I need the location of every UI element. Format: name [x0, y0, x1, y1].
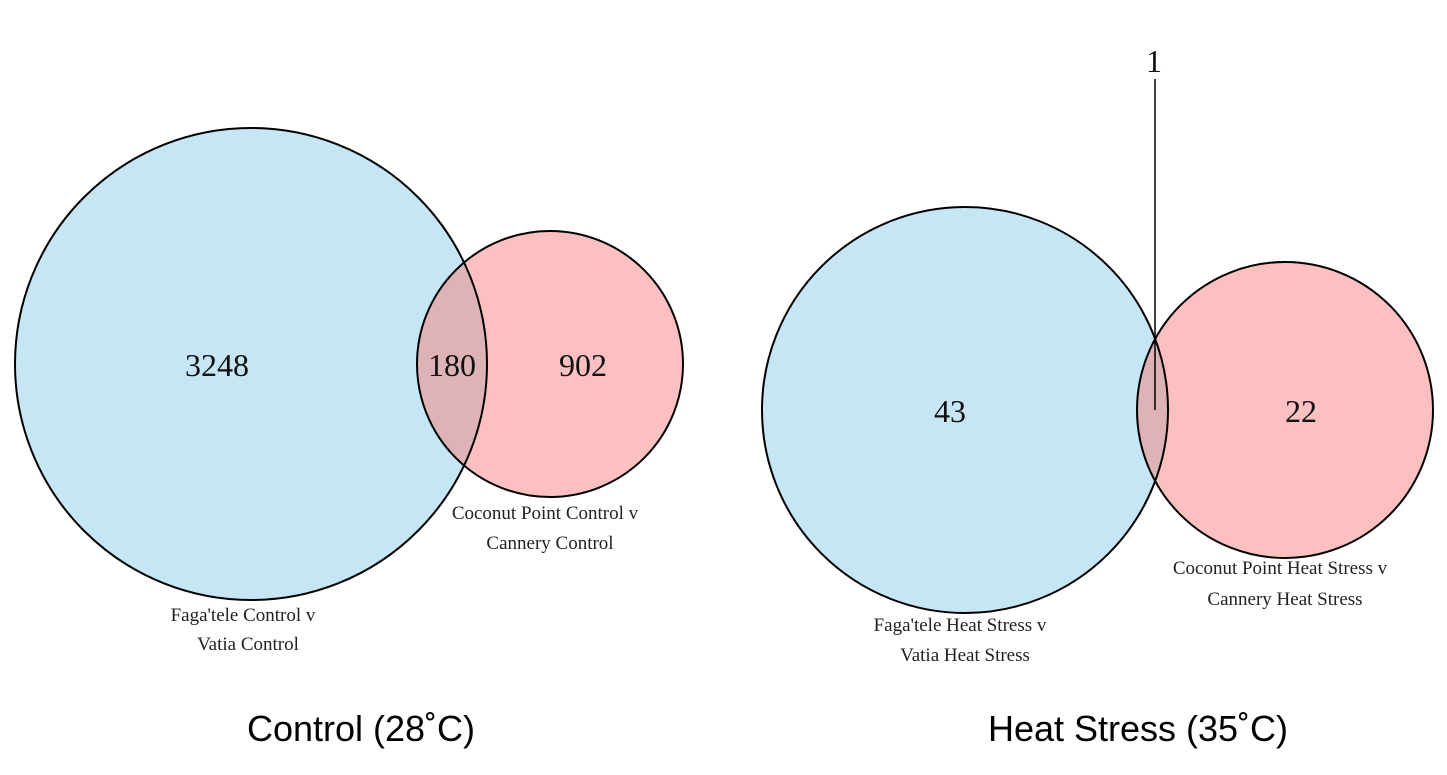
set-a-outline: [14, 127, 488, 601]
set-b-circle: [417, 231, 683, 497]
set-b-label-line1: Coconut Point Control v: [452, 503, 639, 524]
venn-heat-stress: 1 43 22 Coconut Point Heat Stress v Cann…: [761, 43, 1434, 749]
set-b-circle: [1137, 262, 1433, 558]
set-a-only-count: 3248: [185, 347, 249, 383]
set-a-circle: [762, 207, 1168, 613]
intersection-count: 1: [1146, 43, 1162, 79]
caption: Control (28˚C): [247, 708, 475, 749]
set-b-label-line1: Coconut Point Heat Stress v: [1173, 558, 1388, 579]
set-b-outline: [1136, 261, 1434, 559]
set-a-only-count: 43: [934, 393, 966, 429]
caption: Heat Stress (35˚C): [988, 708, 1288, 749]
set-a-circle: [15, 128, 487, 600]
set-b-label-line2: Cannery Heat Stress: [1207, 589, 1362, 610]
set-a-outline: [761, 206, 1169, 614]
set-b-only-count: 22: [1285, 393, 1317, 429]
set-b-only-count: 902: [559, 347, 607, 383]
set-b-outline: [416, 230, 684, 498]
venn-control: 3248 180 902 Coconut Point Control v Can…: [14, 127, 684, 749]
set-b-label-line2: Cannery Control: [486, 533, 613, 554]
intersection-count: 180: [428, 347, 476, 383]
set-a-label-line2: Vatia Heat Stress: [900, 645, 1030, 666]
set-a-label-line1: Faga'tele Control v: [171, 605, 316, 626]
set-a-label-line1: Faga'tele Heat Stress v: [874, 615, 1047, 636]
set-a-label-line2: Vatia Control: [197, 634, 299, 655]
